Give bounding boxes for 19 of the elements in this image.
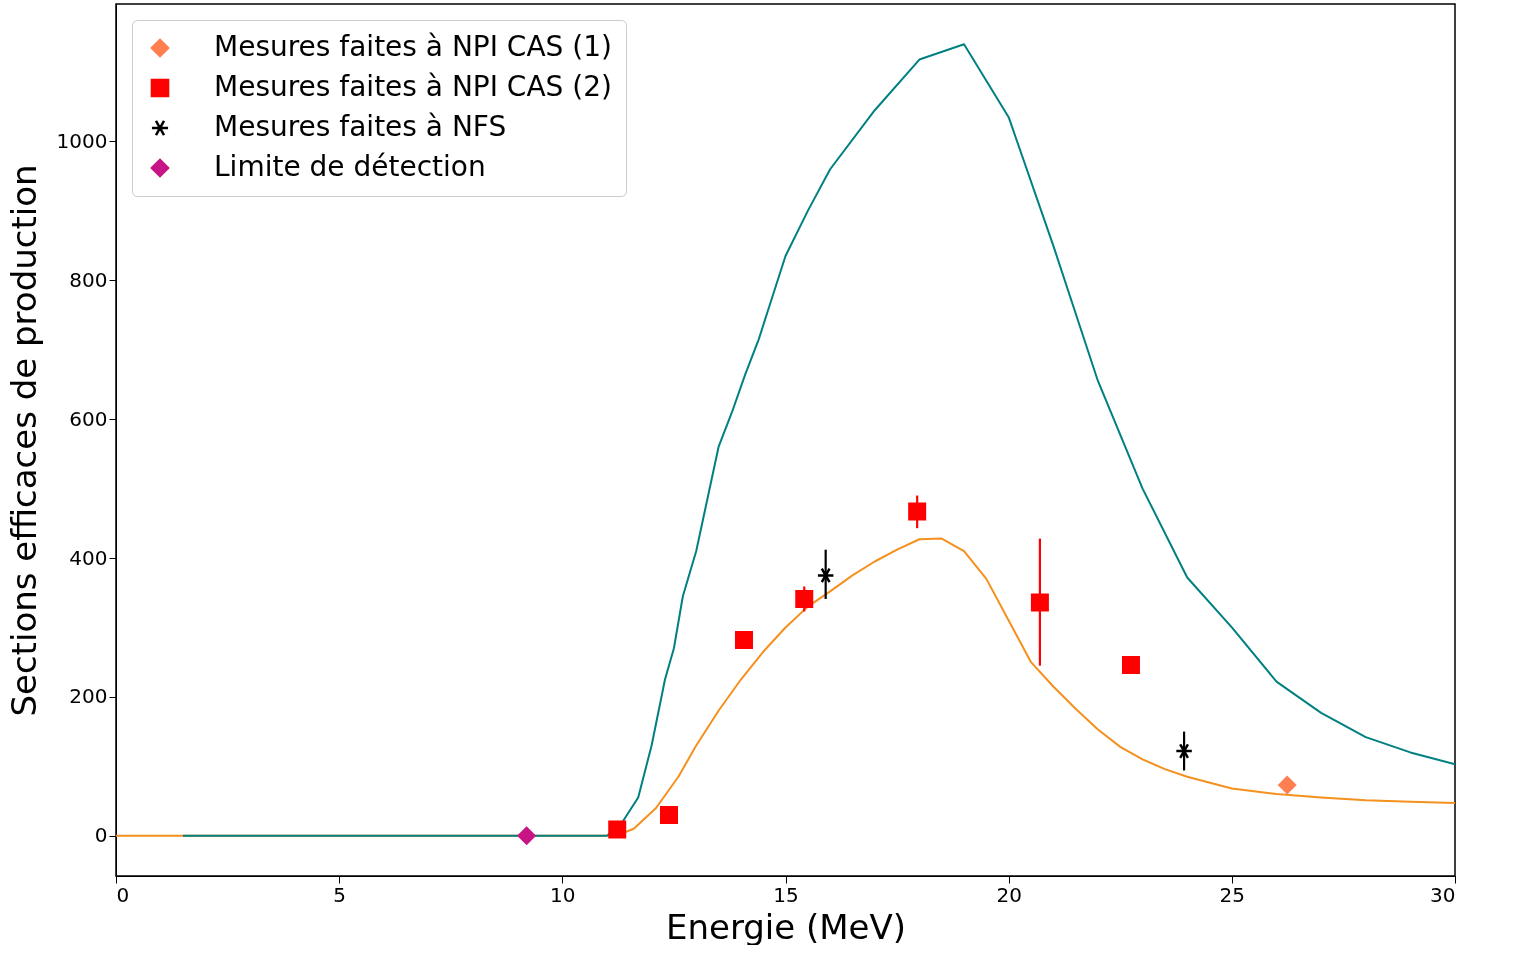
legend-label: Mesures faites à NPI CAS (1) xyxy=(214,30,612,63)
y-tick-label: 200 xyxy=(69,684,108,709)
x-tick-label: 5 xyxy=(333,882,347,907)
y-tick-label: 400 xyxy=(69,545,108,570)
x-tick-label: 25 xyxy=(1219,882,1246,907)
y-tick-label: 600 xyxy=(69,406,108,431)
x-tick-label: 15 xyxy=(773,882,799,907)
x-tick-label: 20 xyxy=(996,882,1022,907)
x-tick-label: 30 xyxy=(1430,882,1456,907)
y-axis-title: Sections efficaces de production xyxy=(3,164,44,717)
legend-label: Mesures faites à NFS xyxy=(214,110,507,143)
x-tick-label: 0 xyxy=(116,882,130,907)
y-tick-label: 1000 xyxy=(56,128,108,153)
legend-label: Limite de détection xyxy=(214,150,486,183)
legend-label: Mesures faites à NPI CAS (2) xyxy=(214,70,612,103)
x-tick-label: 10 xyxy=(550,882,576,907)
y-tick-label: 0 xyxy=(94,823,108,848)
x-axis-title: Energie (MeV) xyxy=(665,906,907,947)
y-tick-label: 800 xyxy=(69,267,108,292)
